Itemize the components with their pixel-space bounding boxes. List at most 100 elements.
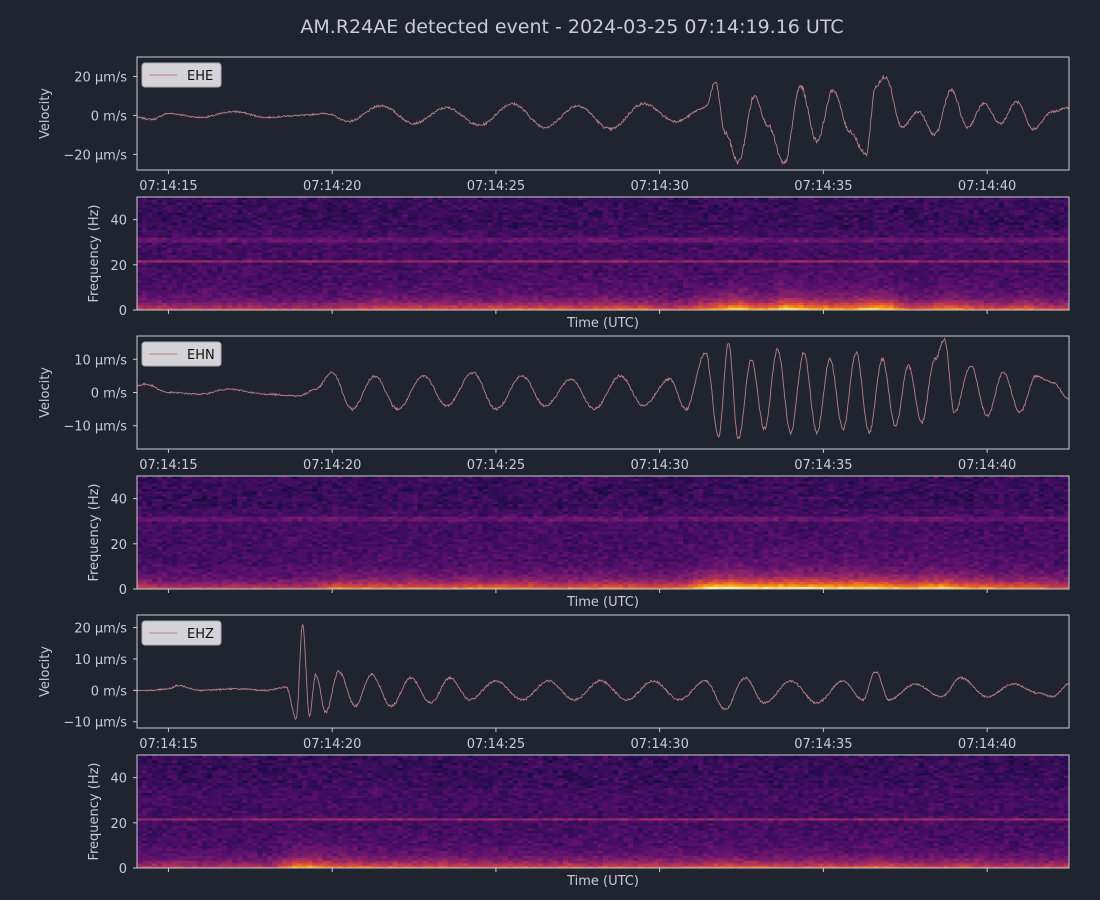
spectrogram-cell	[593, 262, 598, 265]
spectrogram-cell	[628, 247, 633, 250]
spectrogram-cell	[553, 212, 558, 215]
spectrogram-cell	[458, 225, 463, 228]
spectrogram-cell	[548, 305, 553, 308]
spectrogram-cell	[202, 235, 207, 238]
spectrogram-cell	[202, 282, 207, 285]
spectrogram-cell	[463, 257, 468, 260]
waveform-EHN-xtick-label-1: 07:14:20	[303, 458, 361, 473]
spectrogram-cell	[262, 252, 267, 255]
spectrogram-cell	[252, 282, 257, 285]
spectrogram-cell	[453, 230, 458, 233]
spectrogram-cell	[322, 222, 327, 225]
spectrogram-cell	[668, 267, 673, 270]
spectrogram-cell	[668, 207, 673, 210]
spectrogram-cell	[302, 252, 307, 255]
spectrogram-cell	[137, 220, 142, 223]
spectrogram-cell	[242, 220, 247, 223]
spectrogram-cell	[322, 247, 327, 250]
spectrogram-cell	[347, 237, 352, 240]
spectrogram-cell	[342, 280, 347, 283]
spectrogram-cell	[237, 267, 242, 270]
spectrogram-cell	[212, 255, 217, 258]
spectrogram-cell	[488, 247, 493, 250]
spectrogram-cell	[458, 205, 463, 208]
spectrogram-cell	[678, 295, 683, 298]
spectrogram-cell	[538, 287, 543, 290]
spectrogram-cell	[643, 242, 648, 245]
spectrogram-cell	[468, 240, 473, 243]
spectrogram-cell	[538, 210, 543, 213]
spectrogram-cell	[307, 262, 312, 265]
spectrogram-cell	[177, 240, 182, 243]
spectrogram-cell	[197, 292, 202, 295]
spectrogram-cell	[623, 280, 628, 283]
spectrogram-cell	[332, 265, 337, 268]
spectrogram-cell	[393, 300, 398, 303]
spectrogram-cell	[583, 215, 588, 218]
spectrogram-cell	[453, 277, 458, 280]
spectrogram-cell	[267, 237, 272, 240]
spectrogram-cell	[378, 220, 383, 223]
spectrogram-cell	[362, 270, 367, 273]
spectrogram-cell	[332, 215, 337, 218]
spectrogram-cell	[247, 247, 252, 250]
spectrogram-cell	[488, 255, 493, 258]
spectrogram-cell	[167, 285, 172, 288]
spectrogram-cell	[272, 210, 277, 213]
spectrogram-cell	[297, 250, 302, 253]
spectrogram-cell	[483, 285, 488, 288]
spectrogram-cell	[598, 237, 603, 240]
spectrogram-cell	[337, 207, 342, 210]
spectrogram-cell	[167, 252, 172, 255]
spectrogram-cell	[297, 282, 302, 285]
spectrogram-cell	[242, 215, 247, 218]
spectrogram-cell	[267, 240, 272, 243]
spectrogram-cell	[478, 252, 483, 255]
spectrogram-cell	[347, 250, 352, 253]
spectrogram-cell	[448, 205, 453, 208]
spectrogram-cell	[508, 242, 513, 245]
spectrogram-cell	[513, 295, 518, 298]
spectrogram-cell	[638, 285, 643, 288]
spectrogram-cell	[648, 217, 653, 220]
spectrogram-cell	[613, 217, 618, 220]
spectrogram-cell	[322, 280, 327, 283]
spectrogram-cell	[383, 200, 388, 203]
spectrogram-cell	[383, 250, 388, 253]
spectrogram-cell	[187, 247, 192, 250]
spectrogram-cell	[618, 230, 623, 233]
spectrogram-cell	[312, 215, 317, 218]
spectrogram-cell	[473, 252, 478, 255]
spectrogram-cell	[262, 202, 267, 205]
spectrogram-cell	[673, 222, 678, 225]
spectrogram-cell	[453, 297, 458, 300]
spectrogram-cell	[443, 277, 448, 280]
spectrogram-cell	[593, 202, 598, 205]
spectrogram-cell	[212, 272, 217, 275]
spectrogram-cell	[272, 267, 277, 270]
spectrogram-cell	[262, 262, 267, 265]
spectrogram-cell	[553, 287, 558, 290]
spectrogram-cell	[603, 297, 608, 300]
spectrogram-cell	[262, 247, 267, 250]
spectrogram-cell	[558, 227, 563, 230]
spectrogram-cell	[458, 302, 463, 305]
spectrogram-cell	[342, 212, 347, 215]
spectrogram-cell	[438, 287, 443, 290]
spectrogram-cell	[548, 285, 553, 288]
spectrogram-cell	[628, 262, 633, 265]
spectrogram-cell	[428, 240, 433, 243]
spectrogram-cell	[292, 287, 297, 290]
spectrogram-cell	[237, 295, 242, 298]
spectrogram-cell	[352, 227, 357, 230]
spectrogram-cell	[568, 212, 573, 215]
spectrogram-cell	[568, 262, 573, 265]
spectrogram-cell	[272, 297, 277, 300]
spectrogram-cell	[272, 277, 277, 280]
spectrogram-cell	[548, 257, 553, 260]
spectrogram-cell	[623, 290, 628, 293]
spectrogram-cell	[142, 235, 147, 238]
spectrogram-cell	[473, 265, 478, 268]
spectrogram-cell	[613, 242, 618, 245]
spectrogram-cell	[608, 280, 613, 283]
